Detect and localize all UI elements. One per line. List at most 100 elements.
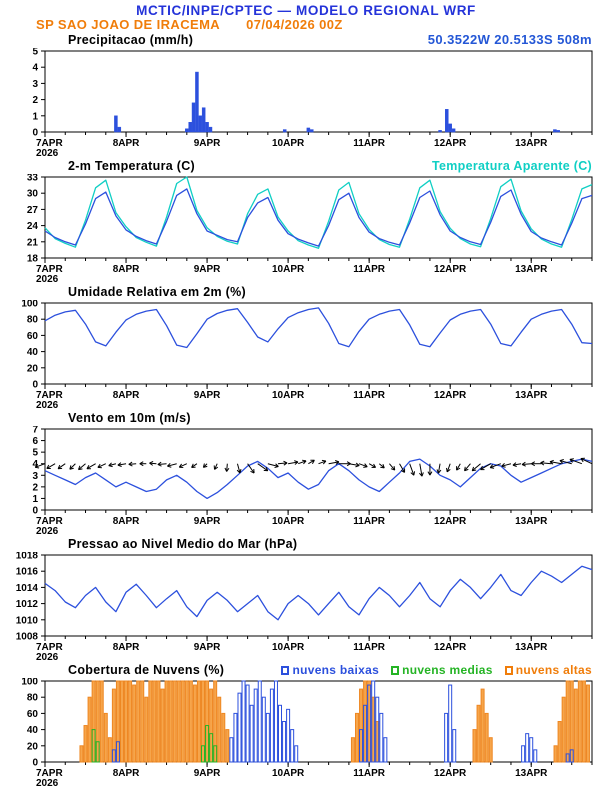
svg-text:12APR: 12APR — [434, 138, 467, 149]
svg-text:0: 0 — [32, 506, 38, 517]
svg-text:11APR: 11APR — [353, 768, 385, 779]
svg-text:6: 6 — [32, 436, 38, 447]
svg-text:13APR: 13APR — [515, 642, 548, 653]
svg-text:24: 24 — [27, 221, 39, 232]
svg-text:2026: 2026 — [36, 652, 59, 662]
svg-text:100: 100 — [21, 678, 38, 688]
svg-text:13APR: 13APR — [515, 390, 548, 401]
clouds-legend: nuvens baixas nuvens medias nuvens altas — [281, 663, 592, 677]
svg-text:9APR: 9APR — [194, 390, 221, 401]
svg-text:4: 4 — [32, 63, 38, 74]
svg-text:2026: 2026 — [36, 274, 59, 284]
svg-text:10APR: 10APR — [272, 264, 305, 275]
svg-text:3: 3 — [32, 471, 38, 482]
svg-text:10APR: 10APR — [272, 138, 305, 149]
panel-pressure: Pressao ao Nivel Medio do Mar (hPa) 1008… — [0, 536, 612, 662]
panel-precipitation-header: Precipitacao (mm/h) 50.3522W 20.5133S 50… — [0, 32, 612, 48]
svg-text:1008: 1008 — [16, 632, 39, 643]
svg-text:0: 0 — [32, 380, 38, 391]
svg-text:21: 21 — [27, 237, 39, 248]
station-name: SP SAO JOAO DE IRACEMA — [36, 17, 221, 32]
apparent-temp-label: Temperatura Aparente (C) — [431, 159, 592, 173]
svg-text:60: 60 — [27, 709, 39, 720]
legend-label-medias: nuvens medias — [402, 663, 493, 677]
panel-humidity-header: Umidade Relativa em 2m (%) — [0, 284, 612, 300]
svg-text:8APR: 8APR — [113, 264, 140, 275]
svg-text:12APR: 12APR — [434, 516, 467, 527]
panel-precipitation: Precipitacao (mm/h) 50.3522W 20.5133S 50… — [0, 32, 612, 158]
svg-text:2026: 2026 — [36, 148, 59, 158]
svg-text:8APR: 8APR — [113, 516, 140, 527]
panel-temperature-header: 2-m Temperatura (C) Temperatura Aparente… — [0, 158, 612, 174]
station-line: SP SAO JOAO DE IRACEMA 07/04/2026 00Z — [0, 17, 612, 32]
svg-text:2026: 2026 — [36, 400, 59, 410]
panel-temperature-title: 2-m Temperatura (C) — [68, 159, 196, 173]
svg-text:80: 80 — [27, 693, 39, 704]
svg-text:1012: 1012 — [16, 599, 39, 610]
panel-clouds-header: Cobertura de Nuvens (%) nuvens baixas nu… — [0, 662, 612, 678]
svg-text:8APR: 8APR — [113, 768, 140, 779]
svg-text:7APR: 7APR — [36, 264, 63, 275]
svg-text:10APR: 10APR — [272, 390, 305, 401]
panel-wind-title: Vento em 10m (m/s) — [68, 411, 191, 425]
svg-text:9APR: 9APR — [194, 642, 221, 653]
legend-label-baixas: nuvens baixas — [292, 663, 380, 677]
panel-temperature: 2-m Temperatura (C) Temperatura Aparente… — [0, 158, 612, 284]
svg-text:11APR: 11APR — [353, 390, 385, 401]
coords-label: 50.3522W 20.5133S 508m — [427, 32, 592, 47]
svg-text:3: 3 — [32, 79, 38, 90]
svg-text:18: 18 — [27, 254, 39, 265]
svg-text:9APR: 9APR — [194, 264, 221, 275]
svg-text:8APR: 8APR — [113, 390, 140, 401]
svg-text:12APR: 12APR — [434, 264, 467, 275]
svg-text:20: 20 — [27, 741, 39, 752]
svg-text:40: 40 — [27, 725, 39, 736]
svg-text:13APR: 13APR — [515, 264, 548, 275]
svg-text:0: 0 — [32, 128, 38, 139]
legend-item-baixas: nuvens baixas — [281, 663, 379, 677]
svg-text:11APR: 11APR — [353, 516, 385, 527]
svg-text:9APR: 9APR — [194, 768, 221, 779]
svg-text:20: 20 — [27, 363, 39, 374]
svg-text:1018: 1018 — [16, 552, 39, 562]
svg-text:12APR: 12APR — [434, 768, 467, 779]
svg-text:7: 7 — [32, 426, 38, 436]
svg-text:1: 1 — [32, 494, 38, 505]
run-datetime: 07/04/2026 00Z — [246, 17, 343, 32]
svg-text:1: 1 — [32, 111, 38, 122]
legend-label-altas: nuvens altas — [515, 663, 592, 677]
svg-text:10APR: 10APR — [272, 516, 305, 527]
svg-text:7APR: 7APR — [36, 516, 63, 527]
panel-clouds: Cobertura de Nuvens (%) nuvens baixas nu… — [0, 662, 612, 788]
svg-text:1016: 1016 — [16, 567, 39, 578]
svg-text:1014: 1014 — [16, 583, 39, 594]
svg-text:13APR: 13APR — [515, 768, 548, 779]
svg-text:12APR: 12APR — [434, 390, 467, 401]
low-clouds-swatch-icon — [281, 665, 290, 675]
svg-text:2: 2 — [32, 95, 38, 106]
panel-clouds-title: Cobertura de Nuvens (%) — [68, 663, 225, 677]
svg-text:9APR: 9APR — [194, 516, 221, 527]
svg-text:30: 30 — [27, 189, 39, 200]
svg-text:8APR: 8APR — [113, 138, 140, 149]
legend-item-medias: nuvens medias — [391, 663, 493, 677]
svg-text:11APR: 11APR — [353, 642, 385, 653]
svg-text:2026: 2026 — [36, 526, 59, 536]
panel-pressure-header: Pressao ao Nivel Medio do Mar (hPa) — [0, 536, 612, 552]
svg-text:5: 5 — [32, 448, 38, 459]
svg-text:11APR: 11APR — [353, 138, 385, 149]
svg-text:9APR: 9APR — [194, 138, 221, 149]
svg-text:60: 60 — [27, 331, 39, 342]
svg-text:13APR: 13APR — [515, 138, 548, 149]
svg-text:13APR: 13APR — [515, 516, 548, 527]
svg-text:7APR: 7APR — [36, 642, 63, 653]
panel-wind-header: Vento em 10m (m/s) — [0, 410, 612, 426]
svg-text:27: 27 — [27, 205, 39, 216]
svg-text:10APR: 10APR — [272, 768, 305, 779]
